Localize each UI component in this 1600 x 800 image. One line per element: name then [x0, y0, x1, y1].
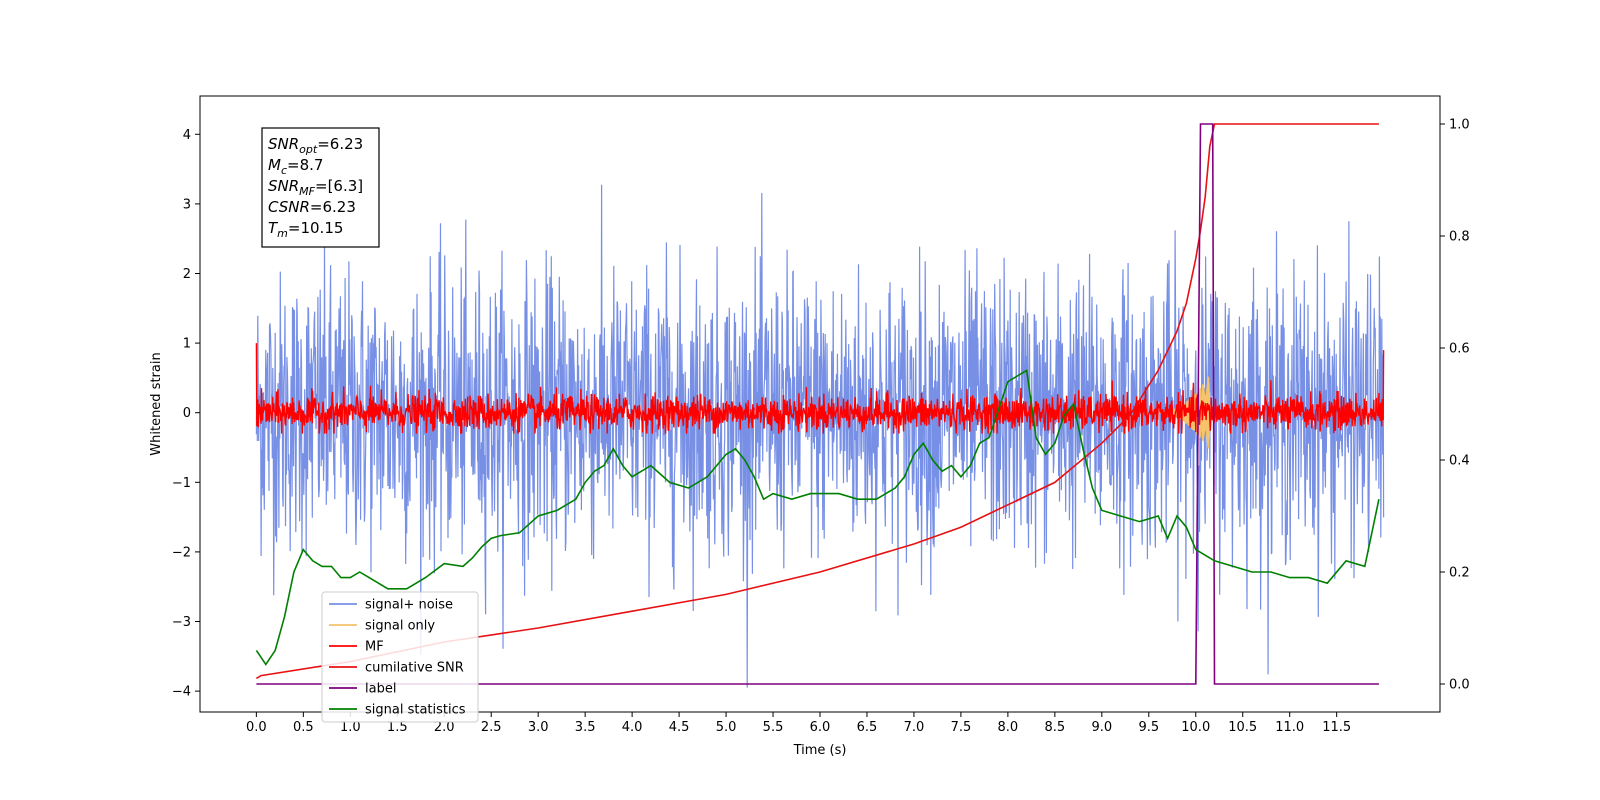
- y-tick-label: −1: [172, 476, 191, 491]
- x-tick-label: 9.0: [1091, 720, 1112, 735]
- x-axis-label: Time (s): [793, 743, 847, 758]
- y-tick-label: −3: [172, 615, 191, 630]
- y-axis-right: 1.0 0.8 0.6 0.4 0.2 0.0: [1440, 118, 1470, 693]
- x-tick-label: 2.5: [481, 720, 502, 735]
- x-tick-label: 6.5: [857, 720, 878, 735]
- x-tick-label: 4.0: [622, 720, 643, 735]
- info-csnr: CSNR=6.23: [268, 198, 356, 216]
- x-tick-label: 7.5: [951, 720, 972, 735]
- info-box: SNRopt=6.23 Mc=8.7 SNRMF=[6.3] CSNR=6.23…: [261, 127, 380, 248]
- info-mc: Mc=8.7: [268, 156, 323, 177]
- info-snr-mf: SNRMF=[6.3]: [268, 177, 363, 198]
- x-tick-label: 10.0: [1181, 720, 1210, 735]
- x-axis: 0.0 0.5 1.0 1.5 2.0 2.5 3.0 3.5 4.0 4.5 5.0 5.5 6.0 6…: [246, 712, 1351, 735]
- y-tick-label: 3: [183, 197, 191, 212]
- x-tick-label: 3.5: [575, 720, 596, 735]
- x-tick-label: 0.0: [246, 720, 267, 735]
- x-tick-label: 5.5: [763, 720, 784, 735]
- y2-tick-label: 1.0: [1449, 118, 1470, 133]
- x-tick-label: 10.5: [1228, 720, 1257, 735]
- x-tick-label: 7.0: [904, 720, 925, 735]
- legend-label: cumilative SNR: [365, 661, 464, 676]
- series-layer: [255, 123, 1385, 688]
- legend-label: MF: [365, 640, 384, 655]
- x-tick-label: 8.5: [1045, 720, 1066, 735]
- x-tick-label: 9.5: [1138, 720, 1159, 735]
- series-cumulative-snr: [255, 123, 1379, 680]
- x-tick-label: 1.5: [387, 720, 408, 735]
- x-tick-label: 8.0: [998, 720, 1019, 735]
- x-tick-label: 1.0: [340, 720, 361, 735]
- y-axis-left: 4 3 2 1 0 −1 −2 −3 −4: [172, 128, 200, 700]
- y2-tick-label: 0.6: [1449, 342, 1470, 357]
- x-tick-label: 0.5: [293, 720, 314, 735]
- info-snr-opt: SNRopt=6.23: [268, 135, 363, 156]
- y-tick-label: 2: [183, 267, 191, 282]
- y-tick-label: 0: [183, 406, 191, 421]
- legend-label: signal+ noise: [365, 598, 453, 613]
- legend-items: signal+ noise signal only MF cumilative SNR…: [329, 598, 466, 718]
- y2-tick-label: 0.4: [1449, 454, 1470, 469]
- series-signal-noise: [255, 184, 1385, 688]
- series-mf: [255, 343, 1385, 434]
- legend-label: signal statistics: [365, 703, 466, 718]
- x-tick-label: 2.0: [434, 720, 455, 735]
- x-tick-label: 11.0: [1275, 720, 1304, 735]
- info-tm: Tm=10.15: [268, 219, 343, 240]
- y2-tick-label: 0.0: [1449, 678, 1470, 693]
- info-box-frame: [261, 127, 380, 248]
- series-label: [256, 123, 1379, 685]
- legend-frame: [321, 591, 479, 723]
- y-axis-label: Whitened strain: [149, 352, 164, 455]
- x-tick-label: 5.0: [716, 720, 737, 735]
- x-tick-label: 11.5: [1322, 720, 1351, 735]
- y-tick-label: −4: [172, 685, 191, 700]
- legend-label: signal only: [365, 619, 435, 634]
- legend: signal+ noise signal only MF cumilative SNR…: [321, 591, 479, 723]
- y-tick-label: −2: [172, 545, 191, 560]
- legend-label: label: [365, 682, 396, 697]
- x-tick-label: 6.0: [810, 720, 831, 735]
- y2-tick-label: 0.2: [1449, 566, 1470, 581]
- series-signal-statistics: [255, 369, 1380, 666]
- y-tick-label: 1: [183, 337, 191, 352]
- y-tick-label: 4: [183, 128, 191, 143]
- x-tick-label: 4.5: [669, 720, 690, 735]
- x-tick-label: 3.0: [528, 720, 549, 735]
- y2-tick-label: 0.8: [1449, 230, 1470, 245]
